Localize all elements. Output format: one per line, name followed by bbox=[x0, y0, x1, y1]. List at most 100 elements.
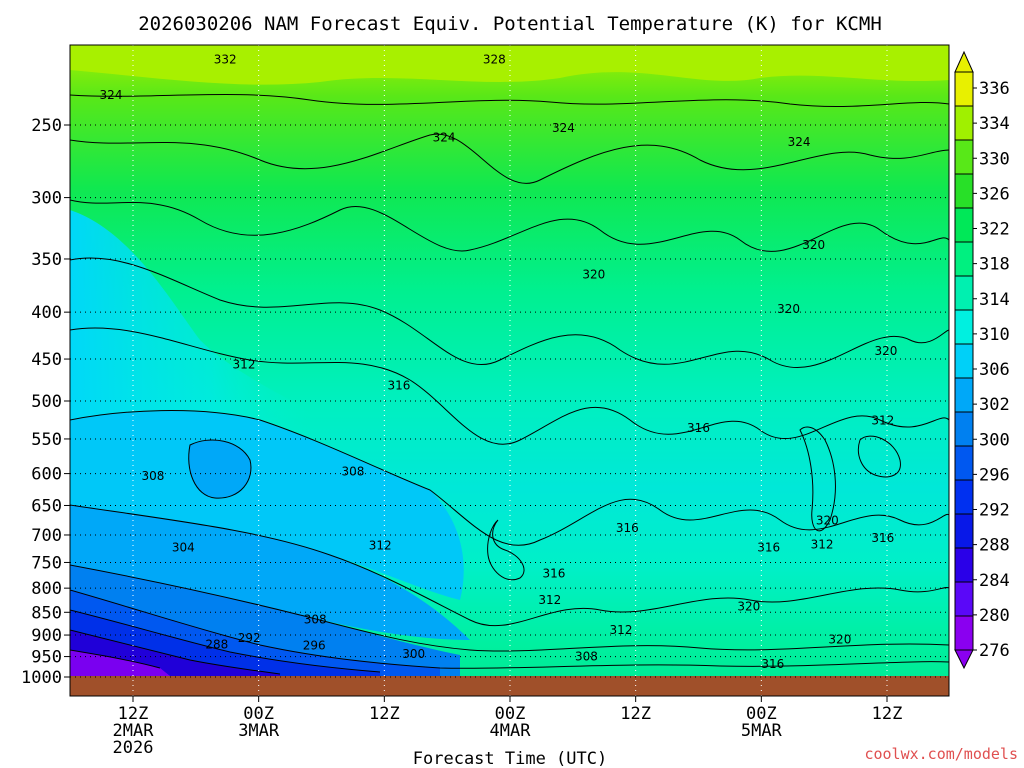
colorbar-swatch bbox=[954, 173, 974, 209]
colorbar-label: 318 bbox=[979, 255, 1010, 275]
contour-label: 288 bbox=[205, 638, 228, 652]
region-330-top bbox=[70, 45, 949, 85]
contour-label: 316 bbox=[761, 657, 784, 671]
y-tick-label: 250 bbox=[31, 116, 62, 136]
contour-label: 332 bbox=[214, 52, 237, 66]
contour-label: 324 bbox=[788, 135, 811, 149]
y-tick-label: 300 bbox=[31, 189, 62, 209]
contour-label: 308 bbox=[304, 612, 327, 626]
y-tick-label: 650 bbox=[31, 496, 62, 516]
y-tick-label: 800 bbox=[31, 579, 62, 599]
colorbar-label: 296 bbox=[979, 465, 1010, 485]
x-tick-label: 00Z bbox=[243, 704, 274, 724]
colorbar-label: 284 bbox=[979, 571, 1010, 591]
contour-label: 320 bbox=[737, 600, 760, 614]
colorbar-label: 280 bbox=[979, 606, 1010, 626]
contour-label: 320 bbox=[874, 344, 897, 358]
y-tick-label: 750 bbox=[31, 553, 62, 573]
contour-label: 320 bbox=[816, 513, 839, 527]
region-302 bbox=[70, 505, 470, 640]
x-tick-label: 00Z bbox=[495, 704, 526, 724]
colorbar-swatch bbox=[954, 343, 974, 379]
y-tick-label: 500 bbox=[31, 392, 62, 412]
colorbar-label: 314 bbox=[979, 290, 1010, 310]
colorbar-label: 276 bbox=[979, 641, 1010, 661]
colorbar-bottom-arrow bbox=[954, 649, 974, 670]
contour-label: 312 bbox=[811, 538, 834, 552]
colorbar: 276 280 284 288 292 296 300 302 306 310 314 318 322 3… bbox=[954, 50, 1010, 670]
colorbar-label: 302 bbox=[979, 395, 1010, 415]
colorbar-label: 306 bbox=[979, 360, 1010, 380]
colorbar-swatch bbox=[954, 309, 974, 345]
contour-label: 316 bbox=[543, 566, 566, 580]
x-tick-label: 2MAR bbox=[113, 721, 155, 741]
contour-label: 308 bbox=[341, 465, 364, 479]
credit-text: coolwx.com/models bbox=[864, 745, 1018, 763]
contour-label: 304 bbox=[172, 540, 195, 554]
colorbar-swatch bbox=[954, 275, 974, 311]
contour-label: 316 bbox=[687, 421, 710, 435]
contour-label: 316 bbox=[616, 521, 639, 535]
colorbar-label: 330 bbox=[979, 149, 1010, 169]
contour-label: 312 bbox=[369, 539, 392, 553]
y-tick-label: 450 bbox=[31, 350, 62, 370]
colorbar-swatch bbox=[954, 377, 974, 413]
colorbar-swatch bbox=[954, 411, 974, 447]
colorbar-label: 292 bbox=[979, 501, 1010, 521]
y-tick-label: 850 bbox=[31, 603, 62, 623]
contour-label: 292 bbox=[238, 631, 261, 645]
colorbar-label: 300 bbox=[979, 430, 1010, 450]
contour-label: 324 bbox=[433, 131, 456, 145]
y-tick-label: 600 bbox=[31, 465, 62, 485]
region-300-blob bbox=[188, 440, 251, 499]
colorbar-swatch bbox=[954, 547, 974, 583]
contour-label: 300 bbox=[402, 647, 425, 661]
y-tick-label: 550 bbox=[31, 430, 62, 450]
contour-label: 320 bbox=[582, 268, 605, 282]
x-tick-label: 12Z bbox=[620, 704, 651, 724]
contour-label: 316 bbox=[871, 531, 894, 545]
x-tick-label: 12Z bbox=[369, 704, 400, 724]
colorbar-swatch bbox=[954, 479, 974, 515]
y-tick-label: 1000 bbox=[21, 668, 62, 688]
contour-label: 316 bbox=[388, 379, 411, 393]
colorbar-label: 334 bbox=[979, 114, 1010, 134]
colorbar-swatch bbox=[954, 207, 974, 243]
contour-label: 312 bbox=[233, 357, 256, 371]
contour-label: 296 bbox=[303, 639, 326, 653]
x-tick-label: 12Z bbox=[118, 704, 149, 724]
x-tick-label: 12Z bbox=[872, 704, 903, 724]
x-tick-label: 4MAR bbox=[490, 721, 532, 741]
contour-label: 312 bbox=[538, 593, 561, 607]
x-tick-label: 00Z bbox=[746, 704, 777, 724]
colorbar-swatch bbox=[954, 71, 974, 107]
contour-label: 328 bbox=[483, 52, 506, 66]
contour-label: 312 bbox=[610, 623, 633, 637]
colorbar-top-arrow bbox=[954, 50, 974, 73]
colorbar-label: 310 bbox=[979, 325, 1010, 345]
contour-lines bbox=[70, 93, 949, 675]
contour-label: 308 bbox=[575, 650, 598, 664]
contour-label: 308 bbox=[141, 469, 164, 483]
y-tick-label: 350 bbox=[31, 250, 62, 270]
colorbar-swatch bbox=[954, 445, 974, 481]
y-tick-label: 700 bbox=[31, 526, 62, 546]
y-axis: 250 300 350 400 450 500 550 600 650 700 750 800 850 9… bbox=[21, 116, 70, 688]
y-tick-label: 900 bbox=[31, 626, 62, 646]
colorbar-label: 326 bbox=[979, 184, 1010, 204]
contour-label: 320 bbox=[802, 238, 825, 252]
contour-label: 320 bbox=[828, 632, 851, 646]
contour-label: 324 bbox=[100, 88, 123, 102]
x-tick-label: 5MAR bbox=[741, 721, 783, 741]
colorbar-label: 336 bbox=[979, 79, 1010, 99]
plot-area: 332 328 324 324 324 324 320 320 320 320 312 316 316 3… bbox=[70, 45, 949, 696]
y-tick-label: 950 bbox=[31, 648, 62, 668]
colorbar-swatch bbox=[954, 581, 974, 617]
contour-label: 324 bbox=[552, 121, 575, 135]
contour-label: 316 bbox=[757, 540, 780, 554]
colorbar-swatch bbox=[954, 139, 974, 175]
time-gridlines bbox=[132, 45, 888, 696]
colorbar-swatch bbox=[954, 241, 974, 277]
